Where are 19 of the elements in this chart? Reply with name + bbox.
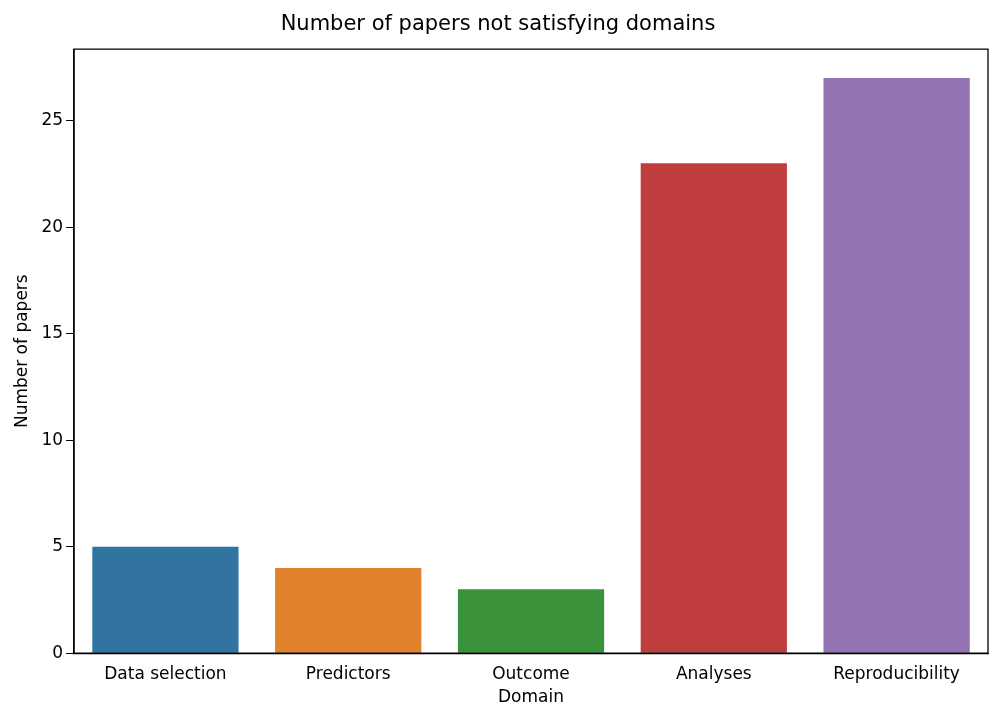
y-tick-label: 0 bbox=[52, 641, 64, 662]
x-tick-label: Data selection bbox=[104, 662, 227, 683]
bar bbox=[640, 163, 787, 653]
bar bbox=[275, 567, 422, 653]
bar bbox=[92, 546, 239, 653]
chart-title: Number of papers not satisfying domains bbox=[280, 11, 716, 36]
y-tick-label: 15 bbox=[41, 322, 64, 343]
bar bbox=[457, 589, 605, 653]
y-tick-label: 25 bbox=[41, 108, 64, 129]
bar bbox=[823, 77, 970, 653]
y-tick-label: 5 bbox=[52, 535, 64, 556]
y-tick-label: 10 bbox=[41, 428, 64, 449]
y-axis-title: Number of papers bbox=[10, 274, 31, 429]
y-tick-label: 20 bbox=[41, 215, 64, 236]
x-tick-label: Analyses bbox=[675, 662, 752, 683]
x-tick-label: Outcome bbox=[492, 662, 570, 683]
x-axis-title: Domain bbox=[498, 686, 564, 707]
x-tick-label: Reproducibility bbox=[833, 662, 960, 683]
x-tick-label: Predictors bbox=[305, 662, 391, 683]
